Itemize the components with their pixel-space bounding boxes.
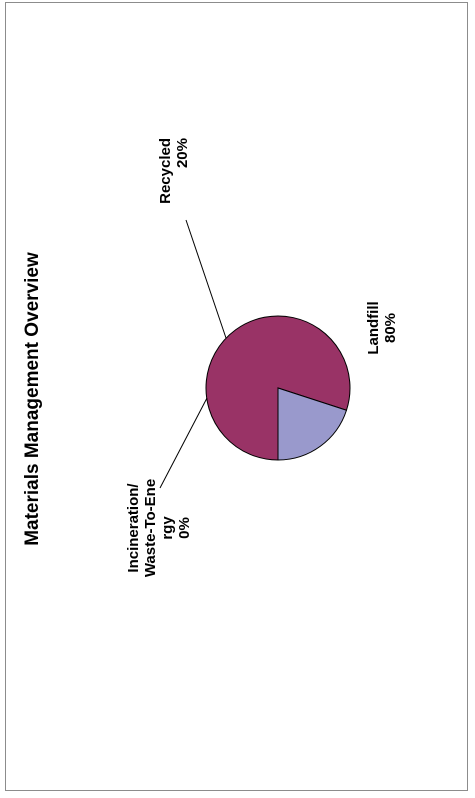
pie-slice-recycled — [277, 387, 348, 461]
label-incineration-waste-to-energy-text: Incineration/ — [125, 483, 142, 573]
label-recycled-value: 20% — [174, 138, 191, 168]
label-incineration-waste-to-energy-value: 0% — [176, 517, 193, 539]
chart-title: Materials Management Overview — [22, 252, 43, 546]
label-recycled: Recycled20% — [157, 138, 191, 204]
label-landfill: Landfill80% — [365, 301, 399, 354]
label-landfill-text: Landfill — [365, 301, 382, 354]
slice-labels: Landfill80% Recycled20% Incineration/Waste… — [125, 138, 399, 577]
label-recycled-text: Recycled — [157, 138, 174, 204]
label-incineration-waste-to-energy-text: Waste-To-Ene — [142, 479, 159, 577]
leader-lines — [159, 219, 227, 489]
label-landfill-value: 80% — [382, 313, 399, 343]
label-incineration-waste-to-energy-text: rgy — [159, 516, 176, 540]
label-incineration-waste-to-energy-leader-line — [159, 397, 208, 489]
pie-slices — [205, 315, 351, 461]
label-recycled-leader-line — [185, 219, 227, 339]
label-incineration-waste-to-energy: Incineration/Waste-To-Energy0% — [125, 479, 193, 577]
